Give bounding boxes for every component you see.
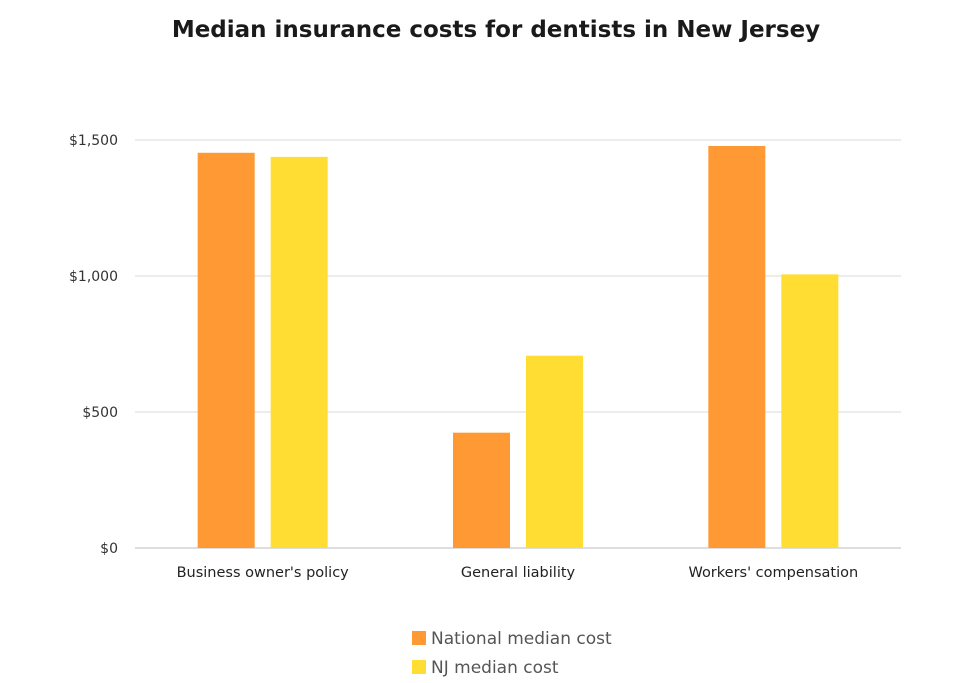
bar-nj-0 (270, 156, 328, 548)
bars (197, 145, 839, 548)
y-tick-label: $500 (82, 405, 118, 421)
x-axis-ticks: Business owner's policy General liability… (177, 565, 859, 581)
y-tick-label: $0 (100, 541, 118, 557)
y-axis-ticks: $0 $500 $1,000 $1,500 (69, 133, 118, 557)
legend: National median cost NJ median cost (412, 629, 612, 678)
legend-swatch (412, 660, 426, 674)
legend-label: National median cost (431, 629, 612, 649)
bar-nj-1 (526, 355, 583, 548)
bar-national-1 (453, 432, 510, 548)
y-tick-label: $1,000 (69, 269, 118, 285)
legend-label: NJ median cost (431, 658, 559, 678)
x-tick-label: Business owner's policy (177, 565, 350, 581)
x-tick-label: Workers' compensation (688, 565, 858, 581)
y-tick-label: $1,500 (69, 133, 118, 149)
legend-swatch (412, 631, 426, 645)
bar-national-0 (197, 152, 255, 548)
bar-nj-2 (781, 274, 839, 548)
bar-national-2 (708, 145, 766, 548)
gridlines (135, 139, 901, 549)
chart-title: Median insurance costs for dentists in N… (172, 17, 820, 43)
x-tick-label: General liability (461, 565, 576, 581)
